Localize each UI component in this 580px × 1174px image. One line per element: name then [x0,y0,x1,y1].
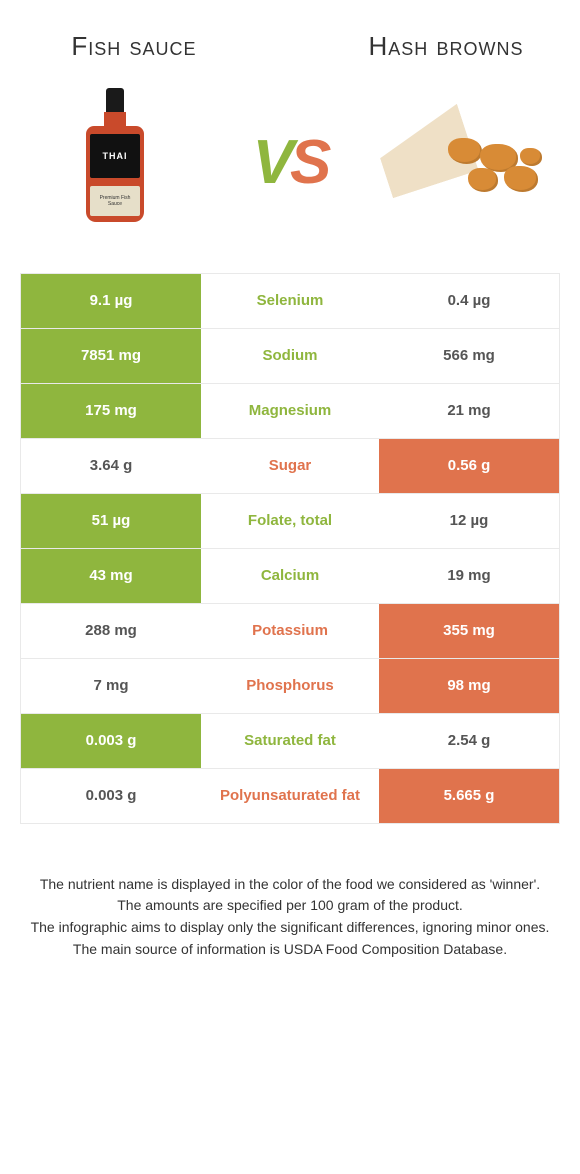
table-row: 3.64 gSugar0.56 g [21,439,559,494]
table-row: 7851 mgSodium566 mg [21,329,559,384]
footnote-line: The infographic aims to display only the… [30,917,550,939]
right-value: 19 mg [379,549,559,603]
footnote-line: The amounts are specified per 100 gram o… [30,895,550,917]
left-value: 0.003 g [21,769,201,823]
table-row: 288 mgPotassium355 mg [21,604,559,659]
nutrient-name: Potassium [201,604,379,658]
nutrient-name: Sodium [201,329,379,383]
fish-sauce-bottle-icon: THAI Premium Fish Sauce [85,88,145,238]
table-row: 0.003 gSaturated fat2.54 g [21,714,559,769]
nutrient-name: Selenium [201,274,379,328]
table-row: 7 mgPhosphorus98 mg [21,659,559,714]
nutrient-table: 9.1 µgSelenium0.4 µg7851 mgSodium566 mg1… [20,273,560,824]
right-value: 0.56 g [379,439,559,493]
left-value: 7851 mg [21,329,201,383]
left-value: 175 mg [21,384,201,438]
footnote-line: The nutrient name is displayed in the co… [30,874,550,896]
table-row: 9.1 µgSelenium0.4 µg [21,274,559,329]
table-row: 51 µgFolate, total12 µg [21,494,559,549]
right-value: 566 mg [379,329,559,383]
left-value: 7 mg [21,659,201,713]
nutrient-name: Magnesium [201,384,379,438]
right-food-title: Hash browns [342,30,550,63]
left-food-image: THAI Premium Fish Sauce [30,83,200,243]
left-value: 51 µg [21,494,201,548]
right-value: 355 mg [379,604,559,658]
table-row: 43 mgCalcium19 mg [21,549,559,604]
vs-v: V [253,128,290,197]
left-value: 43 mg [21,549,201,603]
right-food-image [380,83,550,243]
nutrient-name: Sugar [201,439,379,493]
left-value: 9.1 µg [21,274,201,328]
right-value: 5.665 g [379,769,559,823]
left-value: 288 mg [21,604,201,658]
nutrient-name: Folate, total [201,494,379,548]
right-value: 12 µg [379,494,559,548]
header: Fish sauce Hash browns [0,0,580,73]
vs-s: S [290,128,327,197]
right-value: 0.4 µg [379,274,559,328]
footnote-line: The main source of information is USDA F… [30,939,550,961]
nutrient-name: Saturated fat [201,714,379,768]
left-value: 0.003 g [21,714,201,768]
footnotes: The nutrient name is displayed in the co… [0,854,580,1011]
left-value: 3.64 g [21,439,201,493]
nutrient-name: Polyunsaturated fat [201,769,379,823]
hash-browns-icon [380,108,550,218]
table-row: 0.003 gPolyunsaturated fat5.665 g [21,769,559,824]
right-value: 21 mg [379,384,559,438]
nutrient-name: Phosphorus [201,659,379,713]
right-value: 98 mg [379,659,559,713]
images-row: THAI Premium Fish Sauce VS [0,73,580,273]
right-value: 2.54 g [379,714,559,768]
left-food-title: Fish sauce [30,30,238,63]
vs-label: VS [253,127,328,198]
nutrient-name: Calcium [201,549,379,603]
table-row: 175 mgMagnesium21 mg [21,384,559,439]
